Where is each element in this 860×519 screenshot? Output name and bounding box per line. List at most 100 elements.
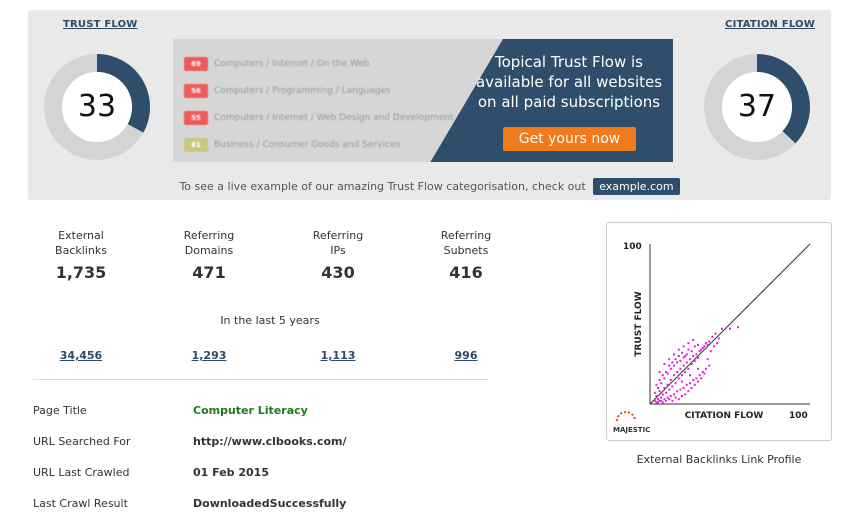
- scatter-point: [681, 351, 683, 354]
- url-searched-label: URL Searched For: [33, 435, 131, 448]
- scatter-point: [698, 350, 701, 353]
- scatter-points: [653, 326, 739, 404]
- stat-label: External: [58, 229, 104, 242]
- scatter-point: [706, 343, 709, 346]
- scatter-point: [679, 388, 682, 391]
- scatter-point: [657, 387, 659, 389]
- scatter-point: [708, 364, 711, 367]
- scatter-point: [674, 396, 677, 399]
- topic-label: Computers / Programming / Languages: [214, 85, 391, 96]
- stat-label: Subnets: [443, 244, 489, 257]
- scatter-point: [682, 345, 685, 348]
- scatter-point: [708, 340, 711, 343]
- stat-referring-subnets: Referring Subnets 416: [411, 228, 521, 282]
- scatter-point: [693, 383, 696, 386]
- topic-label: Computers / Internet / Web Design and De…: [214, 112, 454, 123]
- chart-caption: External Backlinks Link Profile: [636, 453, 802, 466]
- scatter-point: [687, 348, 690, 351]
- scatter-point: [669, 367, 672, 370]
- scatter-point: [661, 374, 664, 377]
- scatter-point: [700, 348, 703, 351]
- stat-label: IPs: [330, 244, 346, 257]
- scatter-point: [689, 358, 691, 361]
- topic-preview-list: 69 Computers / Internet / On the Web 56 Co…: [173, 39, 503, 162]
- topic-score-badge: 56: [184, 83, 208, 98]
- scatter-point: [671, 385, 674, 388]
- scatter-point: [684, 355, 687, 357]
- link-profile-scatter: 100 100 TRUST FLOW CITATION FLOW MAJESTI…: [613, 242, 811, 434]
- topical-trust-flow-promo: 69 Computers / Internet / On the Web 56 Co…: [173, 39, 673, 162]
- stat-label: Backlinks: [55, 244, 107, 257]
- scatter-point: [714, 332, 717, 335]
- link-profile-chart: 100 100 TRUST FLOW CITATION FLOW MAJESTI…: [606, 222, 832, 441]
- scatter-point: [701, 347, 704, 349]
- scatter-point: [737, 326, 739, 329]
- scatter-point: [698, 374, 701, 377]
- scatter-point: [677, 377, 680, 380]
- trust-flow-label[interactable]: TRUST FLOW: [63, 19, 138, 30]
- scatter-point: [713, 345, 715, 348]
- topic-label: Business / Consumer Goods and Services: [214, 139, 401, 150]
- x-tick-label: 100: [789, 411, 808, 421]
- scatter-point: [658, 371, 661, 373]
- get-yours-now-button[interactable]: Get yours now: [503, 127, 636, 151]
- scatter-point: [717, 337, 720, 340]
- topic-row: 55 Computers / Internet / Web Design and …: [184, 107, 503, 125]
- scatter-point: [682, 364, 685, 367]
- stat-value: 430: [321, 263, 355, 282]
- scatter-point: [697, 356, 699, 359]
- scatter-point: [700, 377, 703, 380]
- history-referring-ips-link[interactable]: 1,113: [320, 349, 356, 362]
- scatter-point: [663, 363, 666, 365]
- scatter-point: [657, 401, 659, 404]
- trust-flow-ring: [44, 54, 150, 160]
- scatter-point: [690, 350, 693, 353]
- scatter-point: [690, 363, 693, 365]
- scatter-point: [663, 398, 666, 401]
- history-external-backlinks-link[interactable]: 34,456: [59, 349, 103, 362]
- scatter-point: [679, 359, 682, 362]
- scatter-point: [679, 367, 682, 370]
- scatter-point: [692, 379, 695, 381]
- example-link[interactable]: example.com: [593, 178, 680, 195]
- stat-referring-domains: Referring Domains 471: [154, 228, 264, 282]
- period-label: In the last 5 years: [220, 314, 320, 327]
- topic-score-badge: 69: [184, 56, 208, 71]
- citation-flow-value: 37: [737, 89, 777, 124]
- history-referring-domains-link[interactable]: 1,293: [191, 349, 227, 362]
- scatter-point: [682, 387, 685, 389]
- stat-label: Domains: [184, 244, 234, 257]
- scatter-point: [673, 353, 675, 356]
- divider: [33, 379, 489, 380]
- url-crawled-label: URL Last Crawled: [33, 466, 130, 479]
- scatter-point: [692, 355, 695, 357]
- scatter-point: [689, 382, 691, 385]
- url-searched-value: http://www.clbooks.com/: [193, 435, 347, 448]
- scatter-point: [655, 383, 658, 386]
- flow-panel: TRUST FLOW CITATION FLOW 33 37 69 Compute…: [28, 10, 831, 200]
- scatter-point: [666, 396, 669, 399]
- page-title-value: Computer Literacy: [193, 404, 308, 417]
- live-example-note: To see a live example of our amazing Tru…: [28, 178, 831, 195]
- crawl-result-value: DownloadedSuccessfully: [193, 497, 347, 510]
- history-referring-subnets-link[interactable]: 996: [454, 349, 478, 362]
- scatter-point: [697, 343, 699, 346]
- scatter-point: [673, 374, 675, 377]
- scatter-point: [684, 371, 687, 373]
- stat-value: 416: [449, 263, 483, 282]
- scatter-point: [669, 379, 672, 381]
- scatter-point: [665, 399, 667, 402]
- trust-flow-gauge: 33: [44, 54, 150, 160]
- scatter-point: [697, 367, 699, 370]
- x-axis-label: CITATION FLOW: [685, 411, 764, 421]
- scatter-point: [705, 342, 707, 345]
- scatter-point: [690, 387, 693, 389]
- citation-flow-label[interactable]: CITATION FLOW: [725, 19, 815, 30]
- scatter-point: [657, 398, 659, 401]
- topic-label: Computers / Internet / On the Web: [214, 58, 370, 69]
- scatter-point: [729, 327, 731, 330]
- scatter-point: [687, 342, 690, 345]
- stat-label: Referring: [440, 229, 492, 242]
- scatter-point: [697, 380, 699, 383]
- scatter-point: [716, 342, 719, 345]
